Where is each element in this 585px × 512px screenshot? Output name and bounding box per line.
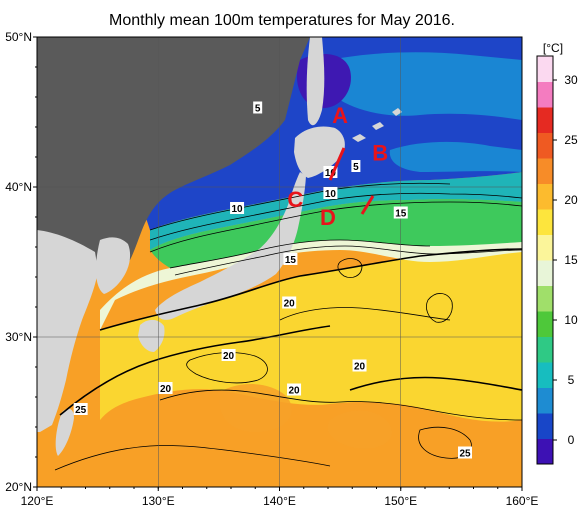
colorbar-stripe bbox=[537, 158, 553, 184]
contour-label-box bbox=[282, 296, 297, 309]
graticule bbox=[37, 37, 522, 487]
contour-label-box bbox=[458, 446, 473, 459]
contour-label: 15 bbox=[285, 255, 297, 266]
isotherm-contours bbox=[54, 182, 522, 471]
section-marker-b: B bbox=[372, 141, 388, 166]
section-line-a-c bbox=[328, 147, 346, 181]
colorbar-tick-label: 25 bbox=[564, 133, 578, 147]
colorbar-stripe bbox=[537, 107, 553, 133]
colorbar-stripe bbox=[537, 209, 553, 235]
colorbar-stripe bbox=[537, 132, 553, 159]
section-markers: AB CD bbox=[287, 103, 388, 230]
subtropical-yellow-zone bbox=[100, 248, 522, 487]
japan-kyushu bbox=[138, 319, 165, 352]
contour-label-box bbox=[230, 202, 245, 214]
cyan-patches bbox=[330, 52, 522, 173]
section-marker-a: A bbox=[332, 103, 348, 128]
map-title: Monthly mean 100m temperatures for May 2… bbox=[109, 12, 455, 29]
taiwan-island bbox=[55, 408, 74, 456]
colorbar-stripe bbox=[537, 285, 553, 312]
colorbar-stripe bbox=[537, 438, 553, 465]
contour-label: 15 bbox=[395, 209, 407, 220]
contour-labels: 5 5 10 10 10 15 15 20 20 20 20 20 25 25 bbox=[73, 101, 473, 460]
contour-label-box bbox=[393, 206, 408, 219]
colorbar-stripe bbox=[537, 362, 553, 388]
x-tick-label: 140°E bbox=[263, 494, 296, 508]
colorbar-stripe bbox=[537, 81, 553, 108]
colorbar-tick-label: 10 bbox=[564, 313, 578, 327]
contour-label: 10 bbox=[325, 168, 337, 179]
japan-honshu bbox=[155, 172, 306, 320]
colorbar-tick-label: 30 bbox=[564, 73, 578, 87]
colorbar-tick-label: 15 bbox=[564, 253, 578, 267]
contour-label: 10 bbox=[232, 204, 244, 215]
contour-label-box bbox=[352, 359, 367, 372]
y-axis-ticks: 50°N 40°N 30°N 20°N bbox=[5, 30, 37, 494]
colorbar-tick-label: 20 bbox=[564, 193, 578, 207]
colorbar: [°C] 30 25 20 15 10 5 0 bbox=[536, 41, 578, 465]
section-line-b-d bbox=[360, 195, 375, 215]
contour-label-box bbox=[221, 349, 236, 361]
contour-label: 20 bbox=[288, 386, 300, 397]
kuril-islands bbox=[352, 108, 402, 142]
colorbar-stripe bbox=[537, 56, 553, 82]
green-frontal-zone bbox=[150, 199, 522, 268]
colorbar-stripe bbox=[537, 413, 553, 439]
x-tick-label: 150°E bbox=[384, 494, 417, 508]
contour-label: 20 bbox=[284, 299, 296, 310]
japan-hokkaido bbox=[294, 126, 345, 178]
x-axis-ticks: 120°E 130°E 140°E 150°E 160°E bbox=[21, 487, 539, 508]
x-tick-label: 130°E bbox=[142, 494, 175, 508]
colorbar-tick-label: 0 bbox=[568, 433, 575, 447]
contour-label: 25 bbox=[459, 449, 471, 460]
contour-label-box bbox=[351, 160, 361, 172]
contour-label: 5 bbox=[255, 104, 261, 115]
contour-label-box bbox=[158, 382, 173, 394]
orange-patches bbox=[219, 384, 392, 449]
contour-label: 10 bbox=[325, 189, 337, 200]
colorbar-stripe bbox=[537, 260, 553, 286]
contour-label-box bbox=[287, 383, 302, 396]
contour-label-box bbox=[73, 403, 88, 415]
colorbar-stripe bbox=[537, 336, 553, 363]
contour-label: 20 bbox=[354, 362, 366, 373]
colorbar-stripe bbox=[537, 311, 553, 337]
contour-label: 25 bbox=[75, 405, 87, 416]
contour-label: 20 bbox=[160, 384, 172, 395]
china-coast bbox=[37, 230, 98, 432]
x-tick-label: 160°E bbox=[506, 494, 539, 508]
section-marker-c: C bbox=[287, 187, 303, 212]
colorbar-unit: [°C] bbox=[543, 41, 563, 55]
colorbar-stripe bbox=[537, 183, 553, 210]
korea-peninsula bbox=[96, 237, 131, 294]
contour-label: 5 bbox=[353, 162, 359, 173]
colorbar-stripe bbox=[537, 387, 553, 414]
colorbar-stripe bbox=[537, 234, 553, 261]
contour-label: 20 bbox=[223, 351, 235, 362]
sakhalin-island bbox=[306, 37, 325, 126]
colorbar-ticks: 30 25 20 15 10 5 0 bbox=[553, 73, 578, 447]
transition-pale-zone bbox=[100, 240, 522, 330]
y-tick-label: 40°N bbox=[5, 180, 32, 194]
teal-zone bbox=[150, 172, 522, 250]
contour-label-box bbox=[323, 187, 338, 199]
colorbar-bar bbox=[537, 56, 553, 465]
contour-label-box bbox=[283, 253, 298, 265]
contour-label-box bbox=[253, 101, 263, 114]
y-tick-label: 50°N bbox=[5, 30, 32, 44]
asia-mainland bbox=[37, 37, 310, 430]
section-marker-d: D bbox=[320, 205, 336, 230]
colorbar-tick-label: 5 bbox=[568, 373, 575, 387]
y-tick-label: 20°N bbox=[5, 480, 32, 494]
x-tick-label: 120°E bbox=[21, 494, 54, 508]
y-tick-label: 30°N bbox=[5, 330, 32, 344]
